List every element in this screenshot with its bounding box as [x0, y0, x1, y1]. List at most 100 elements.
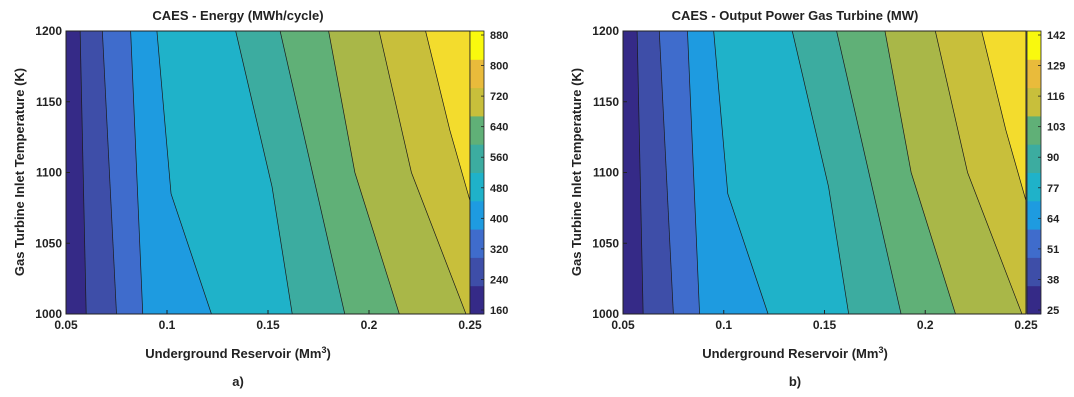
- colorbar-tick-label: 90: [1047, 152, 1059, 164]
- colorbar-segment: [470, 144, 484, 173]
- colorbar-tick-label: 116: [1047, 91, 1065, 103]
- y-tick-label: 1100: [593, 166, 619, 180]
- colorbar-tick-label: 64: [1047, 213, 1060, 225]
- chart-b-plot-area: [622, 30, 1027, 315]
- contour-line: [884, 31, 956, 314]
- chart-b-colorbar: [1026, 30, 1042, 315]
- y-tick-label: 1200: [592, 24, 619, 38]
- x-tick-label: 0.25: [1014, 318, 1038, 332]
- y-tick-label: 1000: [35, 307, 62, 321]
- x-tick-label: 0.15: [256, 318, 280, 332]
- contour-region: [623, 31, 644, 314]
- colorbar-tick-label: 103: [1047, 122, 1065, 134]
- colorbar-tick-label: 480: [490, 183, 508, 195]
- colorbar-segment: [1027, 87, 1041, 117]
- colorbar-segment: [1027, 285, 1041, 315]
- colorbar-tick-label: 142: [1047, 30, 1065, 42]
- chart-a-x-axis-label: Underground Reservoir (Mm3): [145, 345, 331, 361]
- chart-b-title: CAES - Output Power Gas Turbine (MW): [672, 8, 919, 23]
- x-tick-label: 0.05: [54, 318, 78, 332]
- contour-line: [235, 31, 293, 314]
- chart-a-plot-area: [65, 30, 471, 315]
- contour-line: [713, 31, 769, 314]
- x-tick-label: 0.05: [611, 318, 635, 332]
- colorbar-tick-label: 240: [490, 274, 508, 286]
- y-tick-label: 1200: [35, 24, 62, 38]
- chart-b-y-axis-label: Gas Turbine Inlet Temperature (K): [569, 68, 584, 276]
- contour-line: [636, 31, 644, 314]
- contour-line: [79, 31, 87, 314]
- contour-line: [156, 31, 212, 314]
- chart-b: CAES - Output Power Gas Turbine (MW) 0.0…: [569, 8, 1065, 389]
- chart-a-y-axis-label: Gas Turbine Inlet Temperature (K): [12, 68, 27, 276]
- colorbar-segment: [1027, 115, 1041, 145]
- colorbar-segment: [470, 285, 484, 315]
- y-tick-label: 1050: [35, 236, 62, 250]
- chart-b-x-ticks: 0.05 0.1 0.15 0.2 0.25: [611, 310, 1038, 332]
- chart-a: CAES - Energy (MWh/cycle) 0.05 0.1 0.15 0.2…: [12, 8, 508, 389]
- colorbar-tick-label: 77: [1047, 183, 1059, 195]
- colorbar-segment: [1027, 257, 1041, 287]
- contour-line: [279, 31, 346, 314]
- x-tick-label: 0.25: [458, 318, 482, 332]
- chart-b-panel-label: b): [789, 374, 801, 389]
- colorbar-tick-label: 560: [490, 152, 508, 164]
- contour-line: [425, 31, 470, 201]
- x-tick-label: 0.2: [917, 318, 934, 332]
- colorbar-tick-label: 640: [490, 122, 508, 134]
- colorbar-segment: [470, 257, 484, 287]
- colorbar-tick-label: 25: [1047, 305, 1059, 317]
- colorbar-tick-label: 800: [490, 61, 508, 73]
- colorbar-segment: [470, 200, 484, 230]
- colorbar-segment: [470, 115, 484, 145]
- colorbar-segment: [1027, 200, 1041, 230]
- contour-line: [934, 31, 1023, 314]
- x-tick-label: 0.2: [361, 318, 378, 332]
- colorbar-tick-label: 129: [1047, 61, 1065, 73]
- colorbar-tick-label: 51: [1047, 244, 1059, 256]
- y-tick-label: 1150: [593, 95, 619, 109]
- contour-line: [981, 31, 1026, 201]
- y-tick-label: 1100: [36, 166, 62, 180]
- colorbar-tick-label: 160: [490, 305, 508, 317]
- colorbar-tick-label: 400: [490, 213, 508, 225]
- chart-a-title: CAES - Energy (MWh/cycle): [152, 8, 323, 23]
- colorbar-segment: [1027, 144, 1041, 173]
- colorbar-segment: [1027, 59, 1041, 89]
- y-tick-label: 1000: [592, 307, 619, 321]
- colorbar-segment: [470, 31, 484, 60]
- y-tick-label: 1150: [36, 95, 62, 109]
- x-tick-label: 0.1: [159, 318, 176, 332]
- chart-b-colorbar-ticks: 142 129 116 103 90 77 64 51 38 25: [1038, 30, 1065, 317]
- contour-line: [378, 31, 467, 314]
- chart-a-colorbar: [469, 30, 485, 315]
- contour-line: [130, 31, 144, 314]
- contour-line: [836, 31, 902, 314]
- x-tick-label: 0.15: [813, 318, 837, 332]
- colorbar-frame: [469, 30, 485, 315]
- colorbar-segment: [470, 87, 484, 117]
- colorbar-frame: [1026, 30, 1042, 315]
- chart-a-colorbar-ticks: 160 240 320 400 480 560 640 720 800 880: [481, 30, 508, 317]
- colorbar-segment: [1027, 172, 1041, 202]
- colorbar-tick-label: 320: [490, 244, 508, 256]
- chart-a-x-ticks: 0.05 0.1 0.15 0.2 0.25: [54, 310, 482, 332]
- chart-b-x-axis-label: Underground Reservoir (Mm3): [702, 345, 888, 361]
- contour-line: [687, 31, 700, 314]
- colorbar-segment: [1027, 31, 1041, 60]
- colorbar-tick-label: 38: [1047, 274, 1059, 286]
- colorbar-tick-label: 720: [490, 91, 508, 103]
- colorbar-segment: [1027, 229, 1041, 258]
- y-tick-label: 1050: [592, 236, 619, 250]
- colorbar-segment: [470, 172, 484, 202]
- contour-line: [102, 31, 117, 314]
- x-tick-label: 0.1: [715, 318, 732, 332]
- colorbar-segment: [470, 229, 484, 258]
- chart-b-y-ticks: 1000 1050 1100 1150 1200: [592, 24, 627, 321]
- colorbar-tick-label: 880: [490, 30, 508, 42]
- chart-a-panel-label: a): [232, 374, 244, 389]
- contour-line: [791, 31, 850, 314]
- contour-region: [66, 31, 87, 314]
